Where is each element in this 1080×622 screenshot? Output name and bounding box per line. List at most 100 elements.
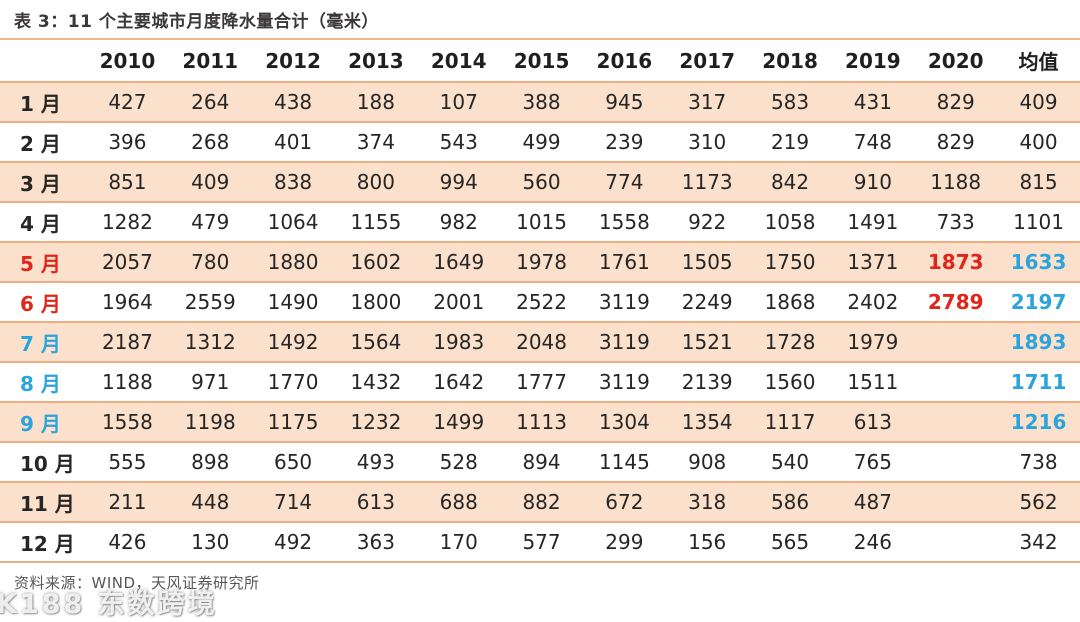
- value-cell: 438: [251, 82, 335, 123]
- value-cell: 396: [86, 122, 169, 163]
- value-cell: 2402: [831, 282, 915, 323]
- value-cell: 1868: [748, 282, 832, 323]
- year-column-header: 均值: [997, 40, 1080, 83]
- value-cell: 2139: [665, 362, 749, 403]
- month-label-cell: 1 月: [0, 82, 86, 123]
- month-label-cell: 8 月: [0, 362, 86, 403]
- value-cell: 1188: [914, 162, 998, 203]
- table-row: 5 月 2057 780 1880 1602 1649 1978 1761 1505 1750 13…: [0, 242, 1080, 283]
- year-column-header: 2017: [665, 40, 749, 83]
- value-cell: 838: [251, 162, 335, 203]
- value-cell: 586: [748, 482, 832, 523]
- month-label-cell: 9 月: [0, 402, 86, 443]
- value-cell: 219: [748, 122, 832, 163]
- value-cell: 2057: [86, 242, 169, 283]
- value-cell: 1800: [334, 282, 418, 323]
- table-row: 4 月 1282 479 1064 1155 982 1015 1558 922 1058 1491…: [0, 202, 1080, 243]
- value-cell: 1983: [417, 322, 501, 363]
- table-row: 8 月 1188 971 1770 1432 1642 1777 3119 2139 1560 15…: [0, 362, 1080, 403]
- table-body: 1 月 427 264 438 188 107 388 945 317 583 431 829 409 2…: [0, 82, 1080, 563]
- value-cell: 1633: [997, 242, 1080, 283]
- year-column-header: 2012: [251, 40, 335, 83]
- value-cell: 2789: [914, 282, 998, 323]
- value-cell: 400: [997, 122, 1080, 163]
- value-cell: 1492: [251, 322, 335, 363]
- value-cell: 829: [914, 122, 998, 163]
- value-cell: 1101: [997, 202, 1080, 243]
- value-cell: [914, 322, 998, 363]
- month-label-cell: 12 月: [0, 522, 86, 563]
- value-cell: 1216: [997, 402, 1080, 443]
- value-cell: 1964: [86, 282, 169, 323]
- value-cell: 565: [748, 522, 832, 563]
- value-cell: 982: [417, 202, 501, 243]
- value-cell: 543: [417, 122, 501, 163]
- value-cell: 1155: [334, 202, 418, 243]
- value-cell: 815: [997, 162, 1080, 203]
- value-cell: 3119: [582, 322, 666, 363]
- table-row: 10 月 555 898 650 493 528 894 1145 908 540 765 738: [0, 442, 1080, 483]
- value-cell: 409: [997, 82, 1080, 123]
- table-title: 表 3：11 个主要城市月度降水量合计（毫米）: [0, 0, 1080, 40]
- value-cell: 1728: [748, 322, 832, 363]
- value-cell: 188: [334, 82, 418, 123]
- value-cell: 971: [168, 362, 252, 403]
- value-cell: 1777: [500, 362, 583, 403]
- value-cell: 2001: [417, 282, 501, 323]
- value-cell: 1499: [417, 402, 501, 443]
- month-label-cell: 7 月: [0, 322, 86, 363]
- table-row: 9 月 1558 1198 1175 1232 1499 1113 1304 1354 1117 6…: [0, 402, 1080, 443]
- value-cell: 3119: [582, 362, 666, 403]
- value-cell: 1432: [334, 362, 418, 403]
- value-cell: 317: [665, 82, 749, 123]
- value-cell: 156: [665, 522, 749, 563]
- value-cell: 130: [168, 522, 252, 563]
- value-cell: 733: [914, 202, 998, 243]
- value-cell: 388: [500, 82, 583, 123]
- value-cell: 1113: [500, 402, 583, 443]
- value-cell: 448: [168, 482, 252, 523]
- year-column-header: 2018: [748, 40, 832, 83]
- value-cell: 714: [251, 482, 335, 523]
- table-header: 2010 2011 2012 2013 2014 2015 2016 2017 2018 2019…: [0, 40, 1080, 83]
- value-cell: 1761: [582, 242, 666, 283]
- value-cell: 613: [831, 402, 915, 443]
- value-cell: 107: [417, 82, 501, 123]
- value-cell: 1642: [417, 362, 501, 403]
- table-row: 2 月 396 268 401 374 543 499 239 310 219 748 829 400: [0, 122, 1080, 163]
- value-cell: 246: [831, 522, 915, 563]
- value-cell: 1354: [665, 402, 749, 443]
- year-column-header: 2016: [582, 40, 666, 83]
- value-cell: 499: [500, 122, 583, 163]
- value-cell: 1505: [665, 242, 749, 283]
- month-label-cell: 3 月: [0, 162, 86, 203]
- month-label-cell: 4 月: [0, 202, 86, 243]
- value-cell: 1015: [500, 202, 583, 243]
- value-cell: 922: [665, 202, 749, 243]
- value-cell: 492: [251, 522, 335, 563]
- value-cell: [914, 522, 998, 563]
- value-cell: 528: [417, 442, 501, 483]
- value-cell: 672: [582, 482, 666, 523]
- value-cell: 800: [334, 162, 418, 203]
- source-note: 资料来源：WIND，天风证券研究所: [14, 574, 260, 592]
- value-cell: 1558: [582, 202, 666, 243]
- value-cell: 688: [417, 482, 501, 523]
- year-column-header: 2015: [500, 40, 583, 83]
- month-label-cell: 6 月: [0, 282, 86, 323]
- year-column-header: 2020: [914, 40, 998, 83]
- value-cell: 894: [500, 442, 583, 483]
- month-label-cell: 2 月: [0, 122, 86, 163]
- value-cell: 1145: [582, 442, 666, 483]
- value-cell: 1282: [86, 202, 169, 243]
- month-label-cell: 10 月: [0, 442, 86, 483]
- table-row: 6 月 1964 2559 1490 1800 2001 2522 3119 2249 1868 2…: [0, 282, 1080, 323]
- value-cell: 851: [86, 162, 169, 203]
- value-cell: 318: [665, 482, 749, 523]
- table-row: 3 月 851 409 838 800 994 560 774 1173 842 910 1188 81…: [0, 162, 1080, 203]
- value-cell: 1173: [665, 162, 749, 203]
- value-cell: 342: [997, 522, 1080, 563]
- table-row: 1 月 427 264 438 188 107 388 945 317 583 431 829 409: [0, 82, 1080, 123]
- value-cell: 3119: [582, 282, 666, 323]
